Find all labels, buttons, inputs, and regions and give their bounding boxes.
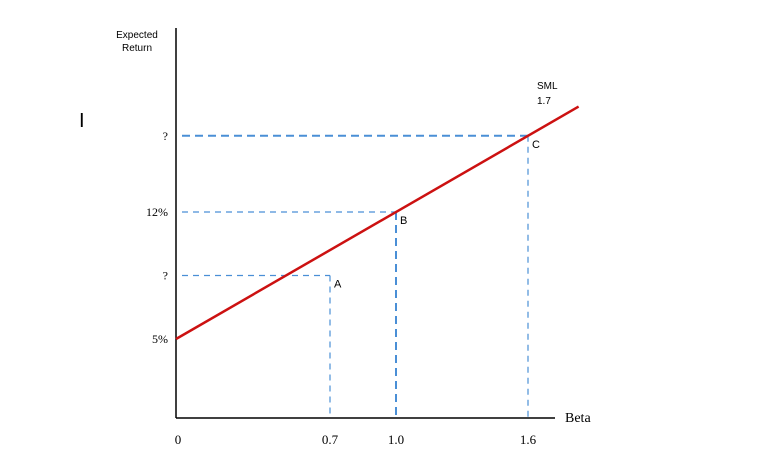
y-tick-label: ? (163, 129, 168, 143)
y-tick-label: ? (163, 269, 168, 283)
sml-line (175, 105, 580, 341)
point-label-b: B (400, 215, 407, 227)
point-labels: A B C (334, 139, 540, 291)
x-tick-label: 1.0 (388, 432, 404, 447)
point-label-c: C (532, 139, 540, 151)
y-tick-label: 5% (152, 332, 168, 346)
guide-lines (182, 134, 529, 418)
x-axis-label: Beta (565, 411, 591, 426)
point-label-a: A (334, 279, 342, 291)
x-tick-label: 1.6 (520, 432, 537, 447)
y-tick-labels: 5%? 12%? (146, 129, 168, 346)
x-tick-label: 0.7 (322, 432, 339, 447)
x-tick-label: 0 (175, 432, 182, 447)
sml-label-value: 1.7 (537, 96, 551, 107)
sml-label: SML (537, 81, 558, 92)
y-axis-label-line1: Expected (116, 30, 158, 41)
text-cursor-mark: I (79, 110, 85, 132)
y-axis-label-line2: Return (122, 43, 152, 54)
y-tick-label: 12% (146, 205, 168, 219)
x-tick-labels: 0 0.7 1.0 1.6 (175, 432, 537, 447)
